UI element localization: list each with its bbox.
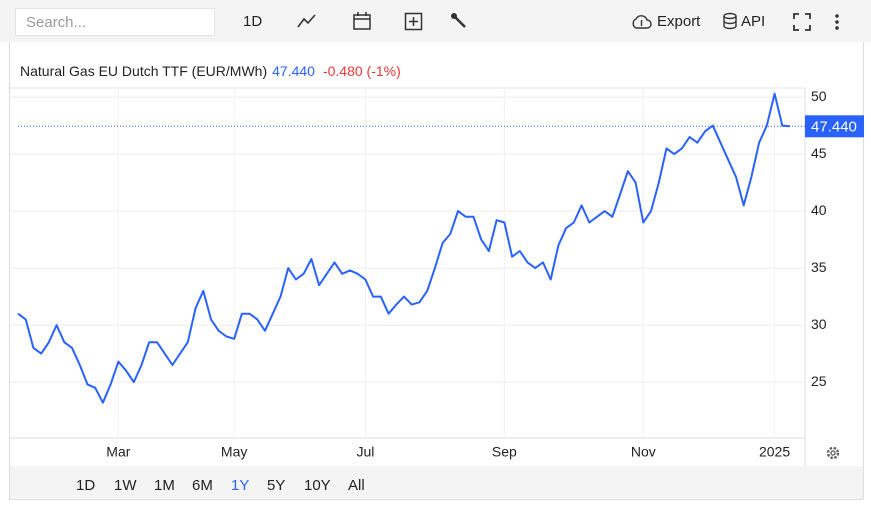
api-icon[interactable] <box>722 12 738 32</box>
y-tick-label: 50 <box>811 88 827 104</box>
menu-icon[interactable] <box>832 12 842 32</box>
x-tick-label: 2025 <box>759 444 790 460</box>
last-price-tag-label: 47.440 <box>811 118 857 135</box>
last-price-tag <box>805 115 864 138</box>
tools-icon[interactable] <box>450 12 470 32</box>
settings-icon[interactable] <box>824 444 842 462</box>
chart: Natural Gas EU Dutch TTF (EUR/MWh) 47.440… <box>10 63 864 466</box>
range-button[interactable]: 1D <box>76 477 96 494</box>
x-tick-label: Nov <box>631 444 656 460</box>
add-indicator-icon[interactable] <box>404 12 424 32</box>
range-button[interactable]: All <box>348 477 365 494</box>
range-button[interactable]: 1Y <box>231 477 250 494</box>
export-button[interactable]: Export <box>657 13 701 30</box>
y-tick-label: 25 <box>811 373 827 389</box>
calendar-icon[interactable] <box>352 11 372 31</box>
x-tick-label: Sep <box>492 444 517 460</box>
chart-title: Natural Gas EU Dutch TTF (EUR/MWh) <box>20 63 267 79</box>
chart-title-row: Natural Gas EU Dutch TTF (EUR/MWh) 47.440… <box>20 63 401 79</box>
last-price: 47.440 <box>272 63 315 79</box>
y-tick-label: 40 <box>811 202 827 218</box>
fullscreen-icon[interactable] <box>792 12 812 32</box>
x-tick-label: May <box>221 444 247 460</box>
range-bar: 1D 1W 1M 6M 1Y 5Y 10Y All <box>10 466 863 499</box>
y-tick-label: 45 <box>811 145 827 161</box>
range-button[interactable]: 10Y <box>304 477 331 494</box>
x-tick-label: Jul <box>356 444 374 460</box>
range-button[interactable]: 1M <box>154 477 175 494</box>
range-button[interactable]: 1W <box>114 477 137 494</box>
y-tick-label: 35 <box>811 259 827 275</box>
price-line <box>17 92 791 404</box>
y-tick-label: 30 <box>811 316 827 332</box>
search-box[interactable]: Search... <box>15 8 215 36</box>
x-tick-label: Mar <box>106 444 130 460</box>
chart-type-icon[interactable] <box>296 12 318 30</box>
toolbar: Search... 1D Export API <box>0 0 871 42</box>
range-button[interactable]: 5Y <box>267 477 286 494</box>
export-icon[interactable] <box>630 13 654 31</box>
api-button[interactable]: API <box>741 13 766 30</box>
chart-frame <box>9 42 864 500</box>
interval-button[interactable]: 1D <box>243 13 263 30</box>
price-change: -0.480 (-1%) <box>323 63 401 79</box>
range-button[interactable]: 6M <box>192 477 213 494</box>
